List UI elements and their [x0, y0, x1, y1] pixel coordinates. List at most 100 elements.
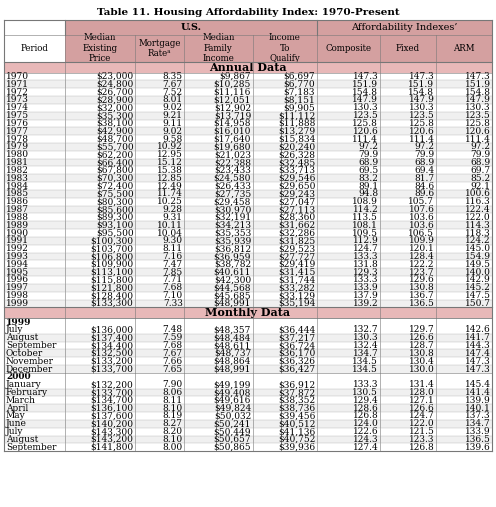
Bar [135, 198, 184, 206]
Bar [135, 35, 184, 62]
Text: 120.6: 120.6 [409, 127, 434, 136]
Text: 130.0: 130.0 [409, 365, 434, 374]
Text: $140,200: $140,200 [90, 419, 133, 428]
Text: 1980: 1980 [6, 150, 29, 159]
Bar [316, 198, 380, 206]
Text: 7.66: 7.66 [163, 357, 183, 366]
Text: 83.2: 83.2 [359, 174, 378, 183]
Text: 124.7: 124.7 [353, 244, 378, 253]
Bar [184, 159, 252, 166]
Bar [4, 245, 65, 252]
Bar [65, 428, 135, 436]
Text: 7.47: 7.47 [163, 260, 183, 269]
Text: $22,388: $22,388 [214, 158, 251, 167]
Text: 147.4: 147.4 [465, 349, 491, 358]
Bar [436, 159, 492, 166]
Bar [316, 349, 380, 357]
Bar [316, 245, 380, 252]
Bar [316, 300, 380, 307]
Text: 108.9: 108.9 [353, 197, 378, 206]
Text: 1990: 1990 [6, 229, 29, 237]
Bar [65, 127, 135, 135]
Text: Period: Period [21, 44, 49, 53]
Bar [252, 174, 316, 182]
Bar [4, 292, 65, 300]
Bar [380, 35, 436, 62]
Bar [252, 81, 316, 88]
Text: 1979: 1979 [6, 142, 29, 152]
Bar [436, 174, 492, 182]
Bar [65, 381, 135, 388]
Text: 81.7: 81.7 [414, 174, 434, 183]
Text: Median
Family
Income: Median Family Income [202, 33, 235, 63]
Text: 114.3: 114.3 [465, 221, 491, 230]
Bar [436, 388, 492, 396]
Bar [65, 292, 135, 300]
Bar [135, 261, 184, 268]
Text: 126.8: 126.8 [409, 443, 434, 452]
Bar [252, 229, 316, 237]
Text: $11,888: $11,888 [278, 119, 315, 128]
Text: $44,568: $44,568 [214, 283, 251, 293]
Text: $143,300: $143,300 [91, 427, 133, 436]
Bar [436, 428, 492, 436]
Bar [4, 198, 65, 206]
Text: $38,782: $38,782 [214, 260, 251, 269]
Bar [65, 35, 135, 62]
Bar [316, 213, 380, 221]
Bar [65, 444, 135, 451]
Text: 111.4: 111.4 [353, 134, 378, 143]
Bar [4, 62, 492, 73]
Text: $48,991: $48,991 [214, 365, 251, 374]
Bar [316, 252, 380, 261]
Bar [252, 412, 316, 420]
Text: $132,500: $132,500 [90, 349, 133, 358]
Text: 149.5: 149.5 [465, 260, 491, 269]
Bar [135, 268, 184, 276]
Bar [380, 396, 436, 404]
Bar [184, 261, 252, 268]
Text: $8,151: $8,151 [283, 95, 315, 104]
Text: 1982: 1982 [6, 166, 29, 175]
Text: 130.8: 130.8 [409, 283, 434, 293]
Text: 124.0: 124.0 [353, 419, 378, 428]
Text: $93,100: $93,100 [96, 221, 133, 230]
Text: $29,243: $29,243 [278, 190, 315, 198]
Text: 1986: 1986 [6, 197, 29, 206]
Text: October: October [6, 349, 43, 358]
Text: $36,912: $36,912 [278, 380, 315, 389]
Bar [184, 104, 252, 112]
Bar [436, 104, 492, 112]
Bar [316, 342, 380, 349]
Bar [316, 404, 380, 412]
Bar [65, 143, 135, 151]
Text: 1976: 1976 [6, 119, 29, 128]
Bar [252, 396, 316, 404]
Text: $29,458: $29,458 [214, 197, 251, 206]
Text: $20,240: $20,240 [278, 142, 315, 152]
Bar [184, 276, 252, 284]
Text: $17,640: $17,640 [214, 134, 251, 143]
Bar [380, 213, 436, 221]
Bar [4, 373, 492, 381]
Bar [252, 166, 316, 174]
Bar [380, 404, 436, 412]
Text: $36,444: $36,444 [278, 325, 315, 335]
Bar [380, 365, 436, 373]
Bar [65, 190, 135, 198]
Bar [436, 190, 492, 198]
Text: 1975: 1975 [6, 111, 29, 120]
Bar [184, 268, 252, 276]
Text: 9.21: 9.21 [163, 111, 183, 120]
Bar [436, 245, 492, 252]
Bar [184, 151, 252, 159]
Bar [316, 190, 380, 198]
Bar [380, 284, 436, 292]
Text: 9.02: 9.02 [163, 103, 183, 112]
Bar [252, 245, 316, 252]
Bar [436, 326, 492, 334]
Text: $35,300: $35,300 [96, 111, 133, 120]
Bar [135, 444, 184, 451]
Text: $49,616: $49,616 [214, 396, 251, 405]
Bar [316, 88, 380, 96]
